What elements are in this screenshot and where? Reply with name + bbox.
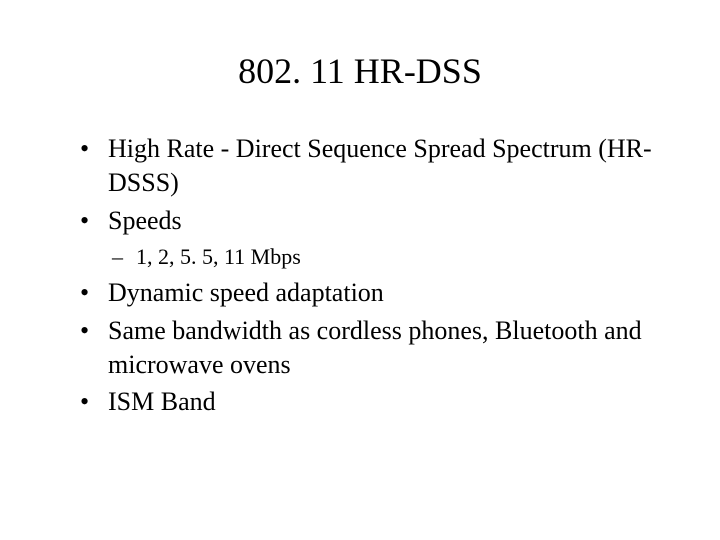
bullet-item: Same bandwidth as cordless phones, Bluet… xyxy=(80,314,660,382)
bullet-item: High Rate - Direct Sequence Spread Spect… xyxy=(80,132,660,200)
bullet-item: Dynamic speed adaptation xyxy=(80,276,660,310)
bullet-item: ISM Band xyxy=(80,385,660,419)
sub-bullet-item: 1, 2, 5. 5, 11 Mbps xyxy=(80,243,660,272)
slide-title: 802. 11 HR-DSS xyxy=(60,50,660,92)
bullet-list: High Rate - Direct Sequence Spread Spect… xyxy=(60,132,660,419)
bullet-item: Speeds xyxy=(80,204,660,238)
